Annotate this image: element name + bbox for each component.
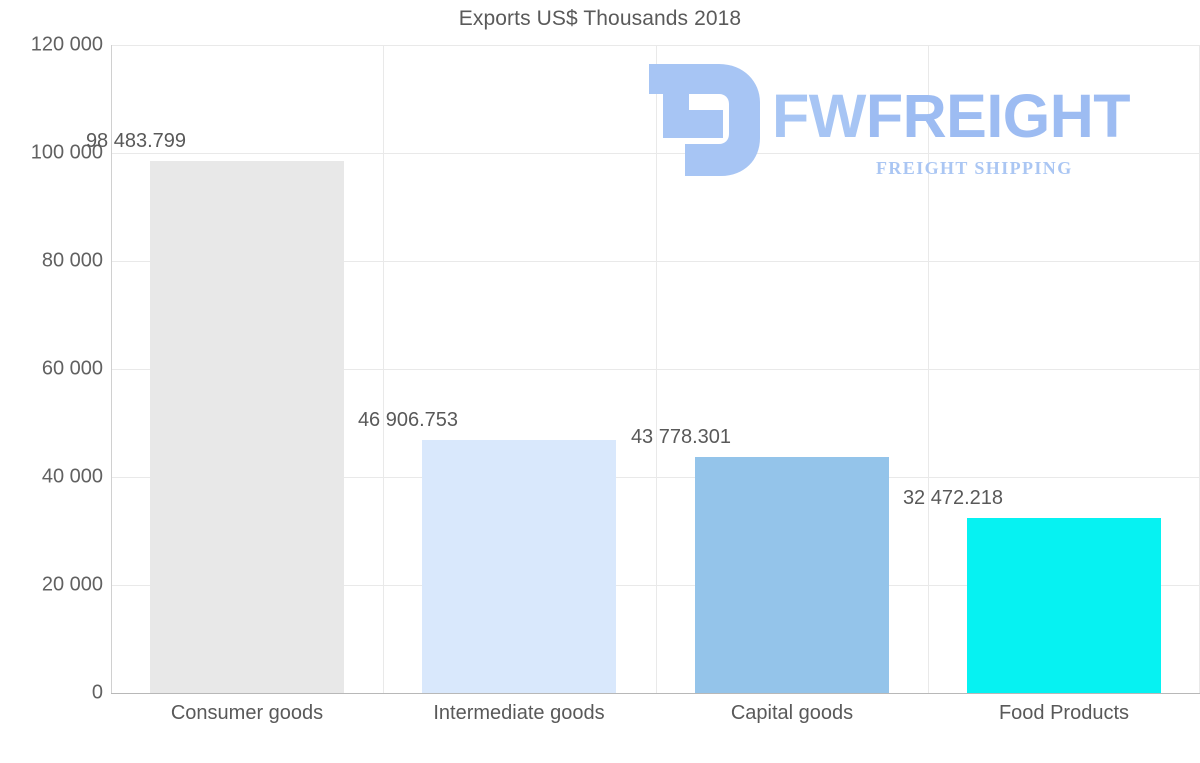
y-tick-label: 40 000	[41, 465, 103, 488]
bar-value-label: 46 906.753	[357, 408, 459, 431]
bar-value-label: 43 778.301	[630, 425, 732, 448]
y-tick-label: 120 000	[30, 33, 103, 56]
bar[interactable]	[422, 439, 616, 693]
x-gridline	[928, 45, 929, 693]
x-tick-label: Intermediate goods	[433, 702, 605, 724]
y-gridline	[111, 477, 1200, 478]
y-tick-label: 60 000	[41, 357, 103, 380]
chart-title: Exports US$ Thousands 2018	[458, 7, 742, 30]
bar[interactable]	[695, 456, 889, 693]
y-tick-label: 80 000	[41, 249, 103, 272]
bar[interactable]	[150, 161, 344, 693]
x-tick-label: Capital goods	[730, 702, 854, 724]
y-axis-labels: 0 20 000 40 000 60 000 80 000 100 000 120 000	[0, 0, 103, 763]
y-axis-line	[111, 45, 112, 694]
y-gridline	[111, 369, 1200, 370]
x-tick-label: Consumer goods	[170, 702, 324, 724]
y-gridline	[111, 261, 1200, 262]
x-gridline	[656, 45, 657, 693]
y-gridline	[111, 585, 1200, 586]
y-tick-label: 0	[91, 681, 103, 704]
x-tick-label: Food Products	[998, 702, 1130, 724]
y-tick-label: 100 000	[30, 141, 103, 164]
bar-value-label: 98 483.799	[85, 130, 187, 153]
x-gridline	[383, 45, 384, 693]
x-axis-line	[111, 693, 1200, 694]
bar[interactable]	[967, 517, 1161, 693]
plot-area	[111, 45, 1200, 694]
bar-value-label: 32 472.218	[902, 486, 1004, 509]
y-gridline	[111, 45, 1200, 46]
y-tick-label: 20 000	[41, 573, 103, 596]
